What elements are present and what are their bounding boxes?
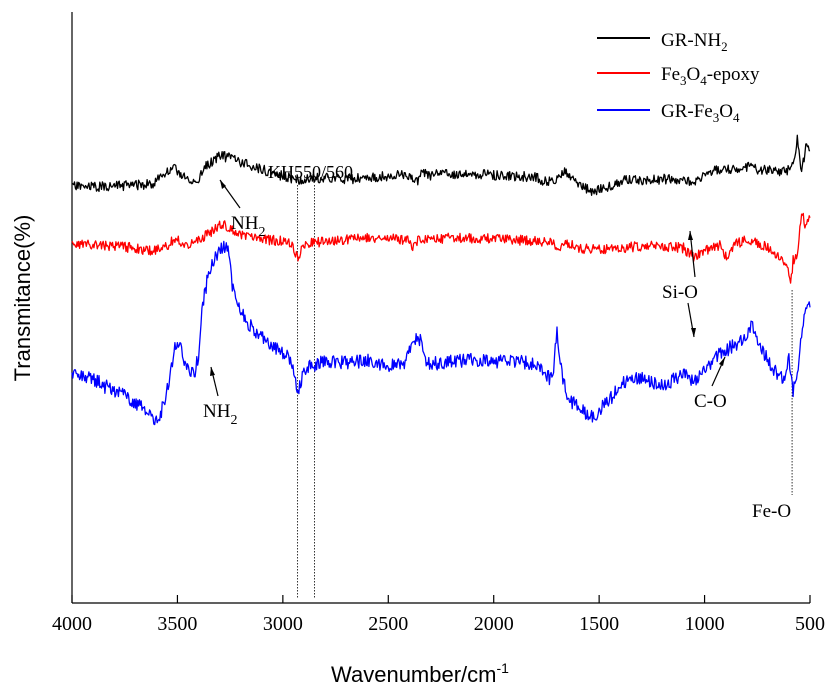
x-tick-label-3000: 3000 <box>263 613 303 635</box>
nh2-annotation-bottom: NH2 <box>203 401 237 428</box>
co-annotation: C-O <box>694 391 727 412</box>
x-tick-label-500: 500 <box>795 613 825 635</box>
annotations: KH550/560 NH2 NH2 Si-O C-O Fe-O <box>203 162 791 522</box>
series-group <box>71 134 811 426</box>
series-line-0 <box>71 134 811 196</box>
series-line-2 <box>71 240 811 426</box>
nh2-annotation-top: NH2 <box>231 213 265 240</box>
nh2-arrowhead-top <box>220 180 226 189</box>
x-tick-label-2000: 2000 <box>474 613 514 635</box>
x-ticks: 4000 3500 3000 2500 2000 1500 1000 500 <box>52 595 825 635</box>
kh-annotation: KH550/560 <box>268 162 353 182</box>
x-tick-label-1000: 1000 <box>685 613 725 635</box>
y-axis-label: Transmitance(%) <box>10 215 35 382</box>
feo-annotation: Fe-O <box>752 501 791 522</box>
legend-label-gr-fe3o4: GR-Fe3O4 <box>661 101 740 125</box>
sio-annotation: Si-O <box>662 282 698 303</box>
x-axis-label: Wavenumber/cm-1 <box>331 660 509 687</box>
reference-lines <box>297 185 793 598</box>
sio-arrowhead-up <box>688 231 693 240</box>
nh2-arrowhead-bottom <box>210 367 215 376</box>
x-tick-label-3500: 3500 <box>157 613 197 635</box>
x-tick-label-4000: 4000 <box>52 613 92 635</box>
legend-label-gr-nh2: GR-NH2 <box>661 30 728 54</box>
sio-arrowhead-down <box>691 328 696 337</box>
series-line-1 <box>71 212 811 284</box>
x-tick-label-1500: 1500 <box>579 613 619 635</box>
legend-label-fe3o4-epoxy: Fe3O4-epoxy <box>661 64 760 88</box>
legend: GR-NH2 Fe3O4-epoxy GR-Fe3O4 <box>597 30 760 125</box>
co-arrowhead <box>719 357 725 366</box>
x-tick-label-2500: 2500 <box>368 613 408 635</box>
